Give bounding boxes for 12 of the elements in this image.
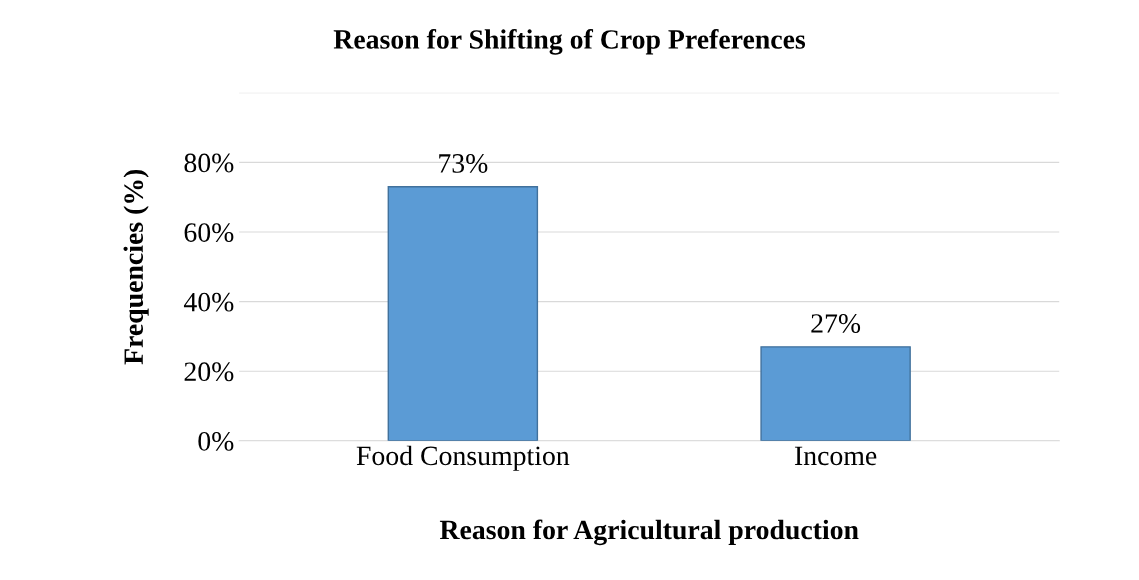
y-tick-label: 60% [184,223,234,242]
y-tick-label: 20% [184,362,234,382]
data-label: 27% [811,314,861,333]
chart-title: Reason for Shifting of Crop Preferences [333,29,806,55]
y-tick-label: 80% [184,153,234,173]
y-tick-label: 40% [183,292,234,312]
x-tick-label: Food Consumption [356,445,570,471]
x-axis-title: Reason for Agricultural production [439,519,859,546]
x-tick-label: Income [794,446,877,466]
y-axis-title: Frequencies (%) [123,169,149,365]
data-label: 73% [439,154,488,173]
y-tick-label: 0% [198,431,234,451]
